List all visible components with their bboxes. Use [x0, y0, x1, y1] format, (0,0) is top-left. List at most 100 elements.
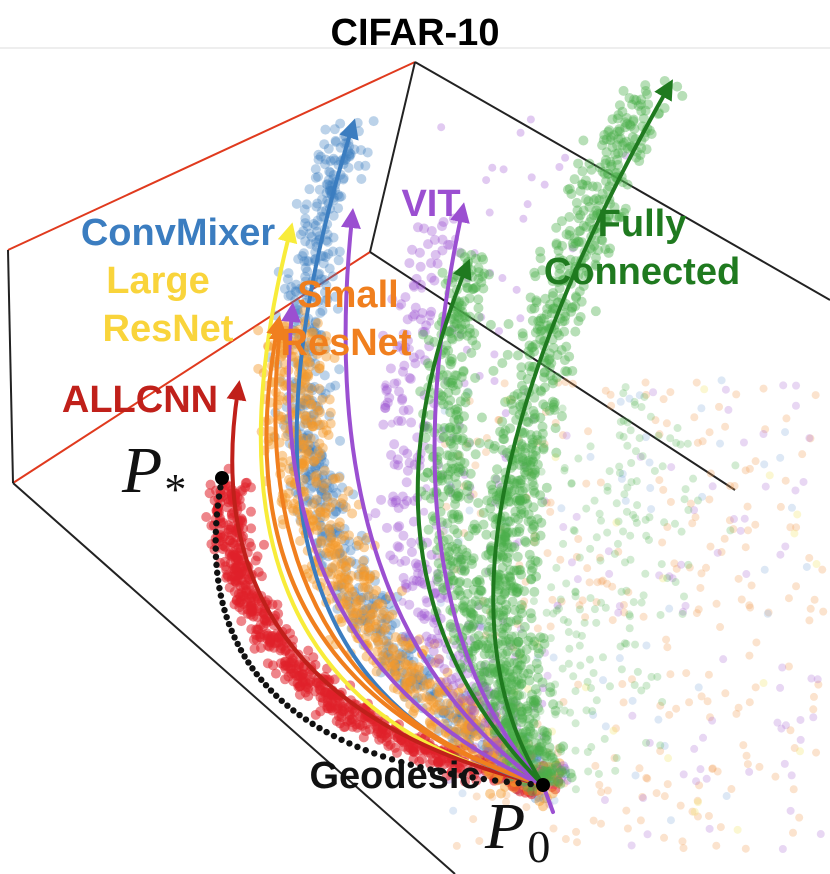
scatter-point: [315, 307, 326, 318]
scatter-point: [309, 463, 320, 474]
scatter-point: [482, 176, 491, 185]
scatter-point: [659, 485, 668, 494]
scatter-point: [583, 748, 592, 757]
scatter-point: [309, 322, 320, 333]
scatter-point: [311, 226, 322, 237]
scatter-point: [308, 409, 319, 420]
scatter-point: [318, 463, 329, 474]
scatter-point: [283, 268, 294, 279]
scatter-point: [423, 524, 434, 535]
scatter-point: [478, 519, 489, 530]
scatter-point: [481, 550, 492, 561]
scatter-point: [458, 603, 469, 614]
scatter-point: [522, 784, 533, 795]
scatter-point: [402, 465, 413, 476]
scatter-point: [357, 613, 368, 624]
scatter-point: [459, 411, 470, 422]
scatter-point: [470, 525, 481, 536]
scatter-point: [438, 705, 449, 716]
scatter-point: [378, 635, 389, 646]
scatter-point: [575, 311, 586, 322]
scatter-point: [666, 670, 675, 679]
scatter-point: [724, 405, 733, 414]
scatter-point: [504, 657, 515, 668]
scatter-point: [316, 454, 327, 465]
scatter-point: [614, 608, 623, 617]
scatter-point: [314, 517, 325, 528]
scatter-point: [623, 418, 632, 427]
scatter-point: [488, 365, 499, 376]
scatter-point: [297, 284, 308, 295]
scatter-point: [452, 546, 463, 557]
scatter-point: [442, 667, 453, 678]
scatter-point: [353, 535, 364, 546]
scatter-point: [312, 445, 323, 456]
scatter-point: [514, 690, 525, 701]
scatter-point: [466, 347, 477, 358]
scatter-point: [290, 286, 301, 297]
scatter-point: [495, 426, 506, 437]
scatter-point: [457, 435, 468, 446]
scatter-point: [584, 158, 595, 169]
scatter-point: [811, 391, 820, 400]
scatter-point: [407, 672, 418, 683]
scatter-point: [456, 352, 467, 363]
scatter-point: [618, 469, 627, 478]
scatter-point: [414, 756, 425, 767]
scatter-point: [470, 643, 481, 654]
scatter-point: [620, 558, 629, 567]
scatter-point: [635, 764, 644, 773]
scatter-point: [482, 741, 493, 752]
scatter-point: [703, 697, 712, 706]
scatter-point: [321, 331, 332, 342]
scatter-point: [540, 759, 551, 770]
scatter-point: [473, 497, 484, 508]
scatter-point: [500, 450, 509, 459]
scatter-point: [554, 604, 563, 613]
scatter-point: [530, 531, 539, 540]
scatter-point: [300, 236, 311, 247]
scatter-point: [460, 482, 469, 491]
scatter-point: [433, 572, 444, 583]
scatter-point: [424, 677, 435, 688]
scatter-point: [320, 527, 331, 538]
scatter-point: [311, 416, 322, 427]
scatter-point: [453, 307, 464, 318]
scatter-point: [559, 697, 568, 706]
scatter-point: [403, 655, 414, 666]
scatter-point: [301, 433, 312, 444]
scatter-point: [300, 276, 311, 287]
scatter-point: [605, 682, 614, 691]
scatter-point: [325, 418, 336, 429]
scatter-point: [443, 534, 454, 545]
scatter-point: [309, 456, 320, 467]
scatter-point: [519, 483, 530, 494]
scatter-point: [621, 383, 630, 392]
scatter-point: [446, 333, 457, 344]
scatter-point: [460, 529, 469, 538]
scatter-point: [807, 674, 816, 683]
scatter-point: [659, 395, 668, 404]
scatter-point: [439, 527, 448, 536]
scatter-point: [217, 544, 228, 555]
scatter-point: [302, 430, 313, 441]
scatter-point: [586, 442, 595, 451]
scatter-point: [275, 391, 286, 402]
scatter-point: [528, 437, 539, 448]
scatter-point: [654, 431, 663, 440]
scatter-point: [377, 609, 388, 620]
scatter-point: [307, 351, 318, 362]
scatter-point: [547, 396, 558, 407]
scatter-point: [468, 705, 479, 716]
scatter-point: [540, 648, 549, 657]
scatter-point: [321, 425, 332, 436]
scatter-point: [519, 427, 530, 438]
scatter-point: [415, 386, 426, 397]
scatter-point: [461, 550, 472, 561]
scatter-point: [417, 326, 428, 337]
scatter-point: [379, 624, 390, 635]
scatter-point: [429, 336, 440, 347]
scatter-point: [500, 529, 511, 540]
scatter-point: [603, 126, 614, 137]
scatter-point: [629, 598, 638, 607]
